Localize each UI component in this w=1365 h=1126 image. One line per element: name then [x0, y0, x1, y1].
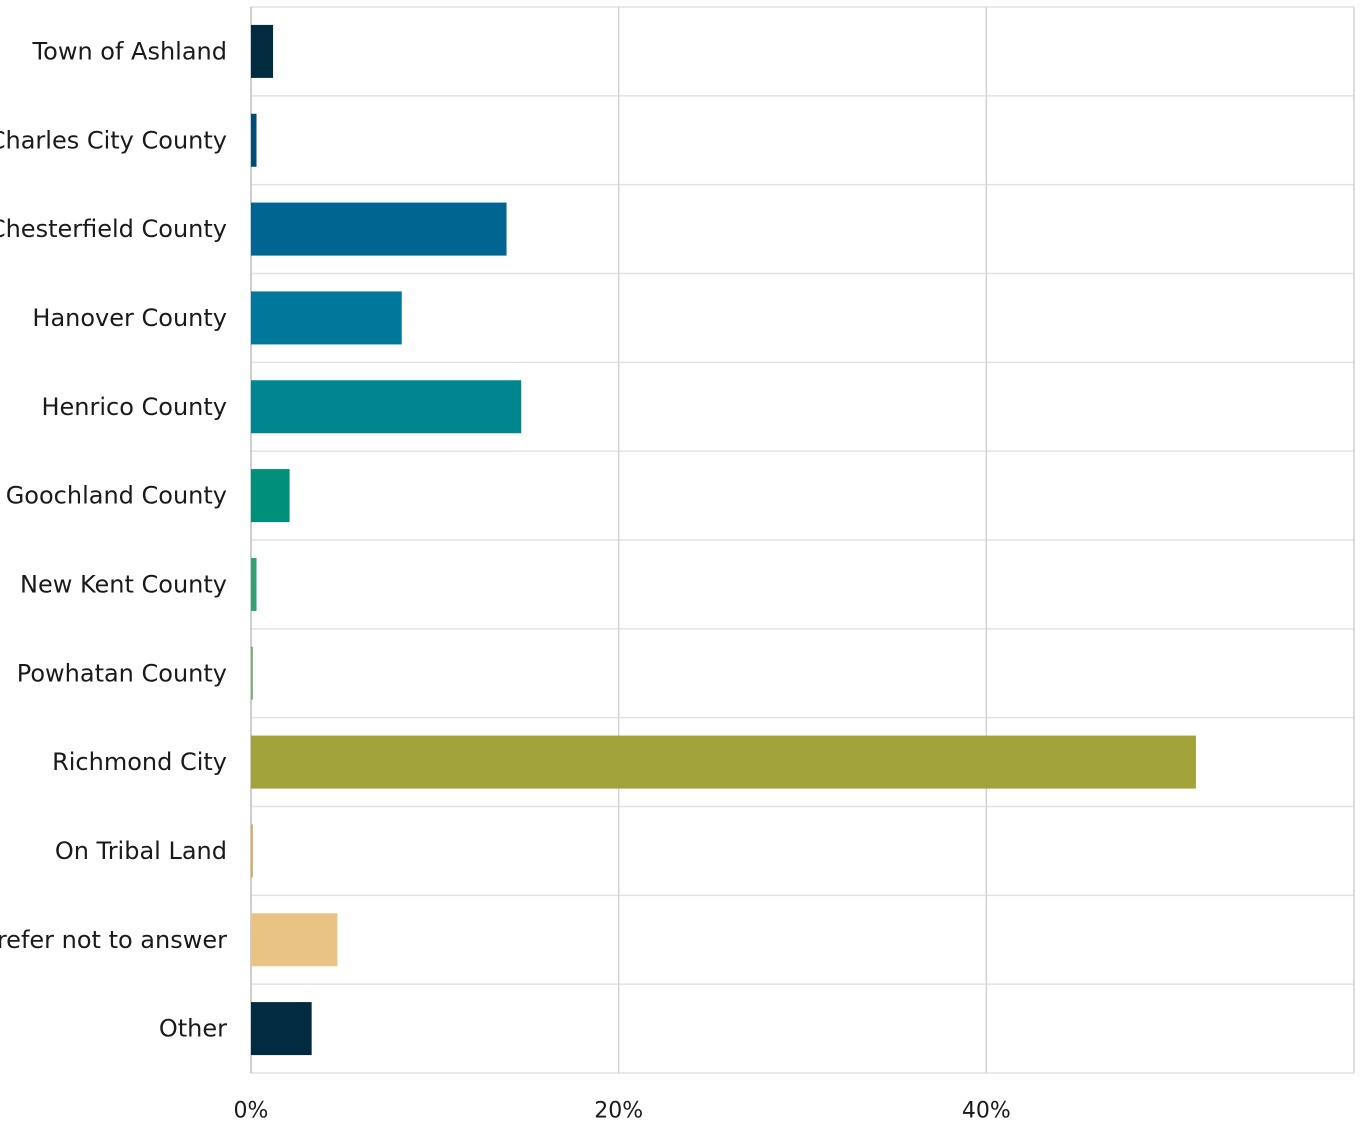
bar-powhatan-county [251, 646, 253, 700]
bar-charles-city-county [251, 113, 257, 167]
x-axis-ticks: 0% 20% 40% [234, 1099, 1011, 1124]
category-label: Prefer not to answer [0, 926, 227, 954]
bars-layer [251, 24, 1196, 1056]
bar-richmond-city [251, 735, 1196, 789]
x-tick-label: 0% [234, 1099, 269, 1124]
category-label: Town of Ashland [32, 37, 227, 65]
category-label: Charles City County [0, 126, 227, 154]
bar-prefer-not-to-answer [251, 913, 338, 967]
category-label: Richmond City [52, 748, 227, 776]
category-label: On Tribal Land [55, 837, 227, 865]
bar-hanover-county [251, 291, 402, 345]
category-label: Chesterfield County [0, 215, 227, 243]
x-tick-label: 40% [962, 1099, 1011, 1124]
bar-other [251, 1002, 312, 1056]
category-labels: Town of Ashland Charles City County Cheste… [0, 37, 227, 1042]
grid-layer [250, 6, 1355, 1074]
x-tick-label: 20% [594, 1099, 643, 1124]
bar-town-of-ashland [251, 24, 274, 78]
bar-henrico-county [251, 380, 522, 434]
category-label: New Kent County [20, 570, 227, 598]
category-label: Goochland County [6, 482, 227, 510]
bar-goochland-county [251, 469, 290, 523]
bar-new-kent-county [251, 557, 257, 611]
bar-on-tribal-land [251, 824, 253, 878]
category-label: Powhatan County [17, 659, 227, 687]
bar-chesterfield-county [251, 202, 507, 256]
category-label: Other [159, 1015, 227, 1043]
category-label: Henrico County [41, 393, 227, 421]
category-label: Hanover County [32, 304, 227, 332]
